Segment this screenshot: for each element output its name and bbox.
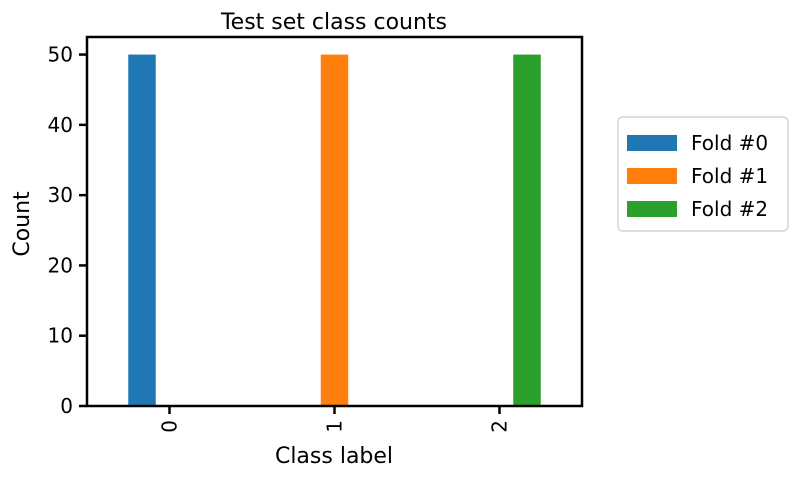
bar-fold-0-class-0	[128, 54, 156, 406]
legend-swatch	[627, 135, 677, 151]
bar-fold-1-class-1	[320, 54, 349, 406]
legend-swatch	[627, 201, 677, 217]
legend-label: Fold #2	[691, 197, 768, 221]
y-axis: 0 10 20 30 40 50	[48, 43, 87, 418]
legend-label: Fold #1	[691, 164, 768, 188]
legend-swatch	[627, 168, 677, 184]
y-tick-label: 50	[48, 43, 73, 67]
y-axis-label: Count	[10, 191, 35, 257]
y-tick-label: 0	[60, 394, 73, 418]
plot-frame	[85, 35, 584, 408]
x-axis-label: Class label	[275, 444, 393, 469]
y-tick-label: 40	[48, 113, 73, 137]
bars-group	[128, 54, 541, 406]
x-axis: 0 1 2	[158, 406, 512, 433]
y-tick-label: 10	[48, 324, 73, 348]
y-tick-label: 20	[48, 253, 73, 277]
x-tick-label: 2	[488, 420, 512, 433]
bar-fold-2-class-2	[513, 54, 541, 406]
x-tick-label: 1	[323, 420, 347, 433]
x-tick-label: 0	[158, 420, 182, 433]
y-tick-label: 30	[48, 183, 73, 207]
legend-label: Fold #0	[691, 131, 768, 155]
chart-title: Test set class counts	[220, 10, 447, 35]
legend: Fold #0 Fold #1 Fold #2	[617, 116, 789, 232]
